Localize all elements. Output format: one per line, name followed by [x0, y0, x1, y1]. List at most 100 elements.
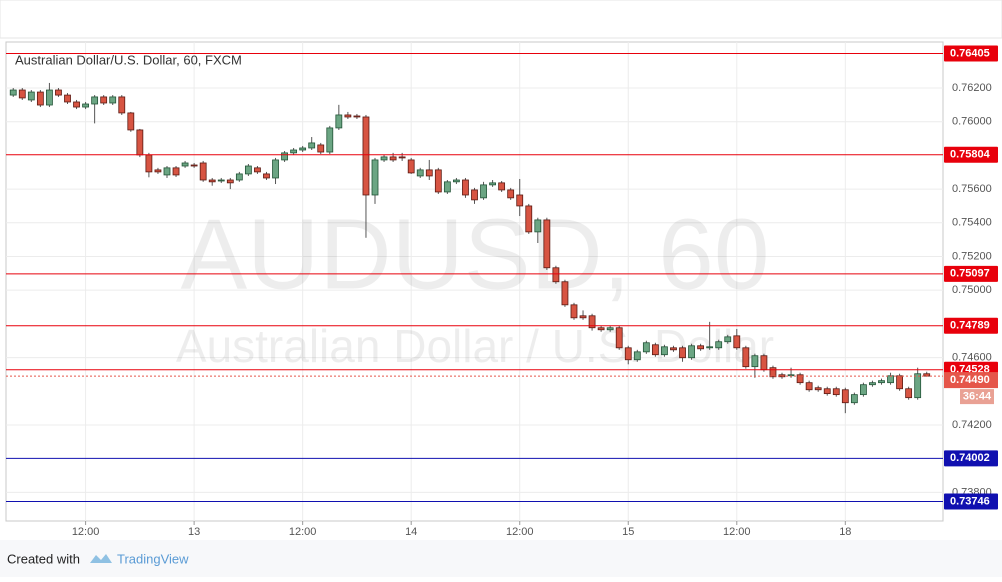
candle-body	[371, 159, 379, 196]
last-price-label: 0.74490	[950, 374, 990, 386]
candle-body	[190, 164, 198, 167]
top-bar	[0, 0, 1002, 39]
candle-body	[244, 165, 252, 175]
candle-body	[769, 367, 777, 378]
x-tick-label: 18	[839, 526, 851, 538]
candle-body	[317, 144, 325, 153]
x-tick-label: 13	[188, 526, 200, 538]
candle-body	[706, 346, 714, 349]
candle-body	[416, 169, 424, 177]
candle-body	[64, 94, 71, 103]
candle-body	[724, 336, 732, 343]
candle-body	[308, 142, 316, 149]
footer-bar	[0, 540, 1002, 577]
candle-body	[624, 347, 632, 361]
candle-body	[73, 101, 80, 108]
candle-body	[814, 387, 822, 391]
level-label-box	[944, 317, 998, 334]
candle-body	[651, 344, 659, 356]
candle-body	[362, 116, 370, 196]
candle-body	[552, 267, 560, 283]
candle-body	[226, 179, 234, 184]
countdown-label: 36:44	[963, 391, 992, 403]
candle-body	[661, 346, 668, 356]
candle-body	[869, 382, 876, 386]
candle-body	[841, 389, 849, 404]
candle-body	[118, 96, 126, 114]
candle-body	[127, 112, 135, 131]
overlay: 0.764050.758040.750970.747890.745280.740…	[6, 45, 998, 510]
candle-body	[850, 394, 858, 404]
candle-body	[154, 169, 162, 173]
candle-body	[136, 129, 144, 156]
candle-body	[344, 114, 352, 118]
candle-body	[299, 147, 307, 151]
candle-body	[462, 179, 469, 196]
candle-body	[606, 327, 614, 331]
x-tick-label: 12:00	[506, 526, 534, 538]
candle-body	[697, 345, 705, 350]
candle-body	[489, 182, 496, 186]
candle-body	[597, 327, 605, 331]
candle-body	[36, 91, 44, 106]
candle-body	[389, 156, 397, 161]
watermark: AUDUSD, 60	[180, 198, 769, 310]
candle-body	[579, 315, 587, 319]
candle-body	[434, 169, 442, 193]
candle-body	[615, 327, 623, 349]
candle-body	[199, 162, 207, 181]
y-tick-label: 0.76200	[952, 82, 992, 94]
y-tick-label: 0.76000	[952, 116, 992, 128]
level-label-box	[944, 450, 998, 467]
candle-body	[208, 179, 216, 183]
candle-body	[832, 388, 840, 396]
level-label: 0.75804	[950, 149, 991, 161]
candle-body	[914, 373, 922, 399]
candle-body	[507, 189, 515, 199]
x-tick-label: 12:00	[723, 526, 751, 538]
last-price-box	[944, 372, 998, 389]
candle-body	[407, 159, 415, 174]
x-tick-label: 15	[622, 526, 634, 538]
y-tick-label: 0.75200	[952, 250, 992, 262]
level-label: 0.76405	[950, 47, 990, 59]
candle-body	[172, 167, 180, 176]
candle-body	[887, 375, 894, 384]
candle-body	[534, 219, 542, 233]
level-label: 0.73746	[950, 495, 990, 507]
candle-body	[353, 115, 361, 118]
level-label-box	[944, 493, 998, 510]
candle-body	[27, 91, 35, 101]
y-tick-label: 0.74600	[952, 351, 992, 363]
marks	[9, 82, 931, 414]
candle-body	[480, 184, 487, 199]
candle-body	[878, 380, 885, 384]
grid: 0.76200 0.76000 0.75600 0.75400 0.75200 0.750…	[6, 42, 992, 538]
candle-body	[642, 342, 650, 353]
candle-body	[561, 281, 569, 306]
candle-body	[18, 89, 26, 99]
y-tick-label: 0.75400	[952, 217, 992, 229]
candle-body	[805, 382, 813, 391]
candle-body	[715, 341, 723, 349]
candle-body	[471, 189, 478, 201]
candle-body	[525, 205, 533, 233]
brand-logo	[90, 554, 112, 563]
y-tick-label: 0.75000	[952, 284, 992, 296]
candle-body	[380, 156, 388, 161]
level-label: 0.74789	[950, 320, 990, 332]
candle-body	[443, 181, 451, 193]
candle-body	[679, 347, 686, 359]
candle-body	[733, 335, 741, 349]
candle-body	[263, 173, 270, 179]
candle-body	[254, 167, 261, 173]
candle-body	[235, 173, 243, 181]
candle-body	[109, 96, 117, 104]
candle-body	[751, 355, 759, 368]
candle-body	[760, 355, 768, 371]
level-label-box	[944, 146, 998, 163]
candle-body	[543, 219, 551, 269]
footer-brand[interactable]: TradingView	[117, 551, 189, 566]
candle-body	[281, 152, 288, 161]
